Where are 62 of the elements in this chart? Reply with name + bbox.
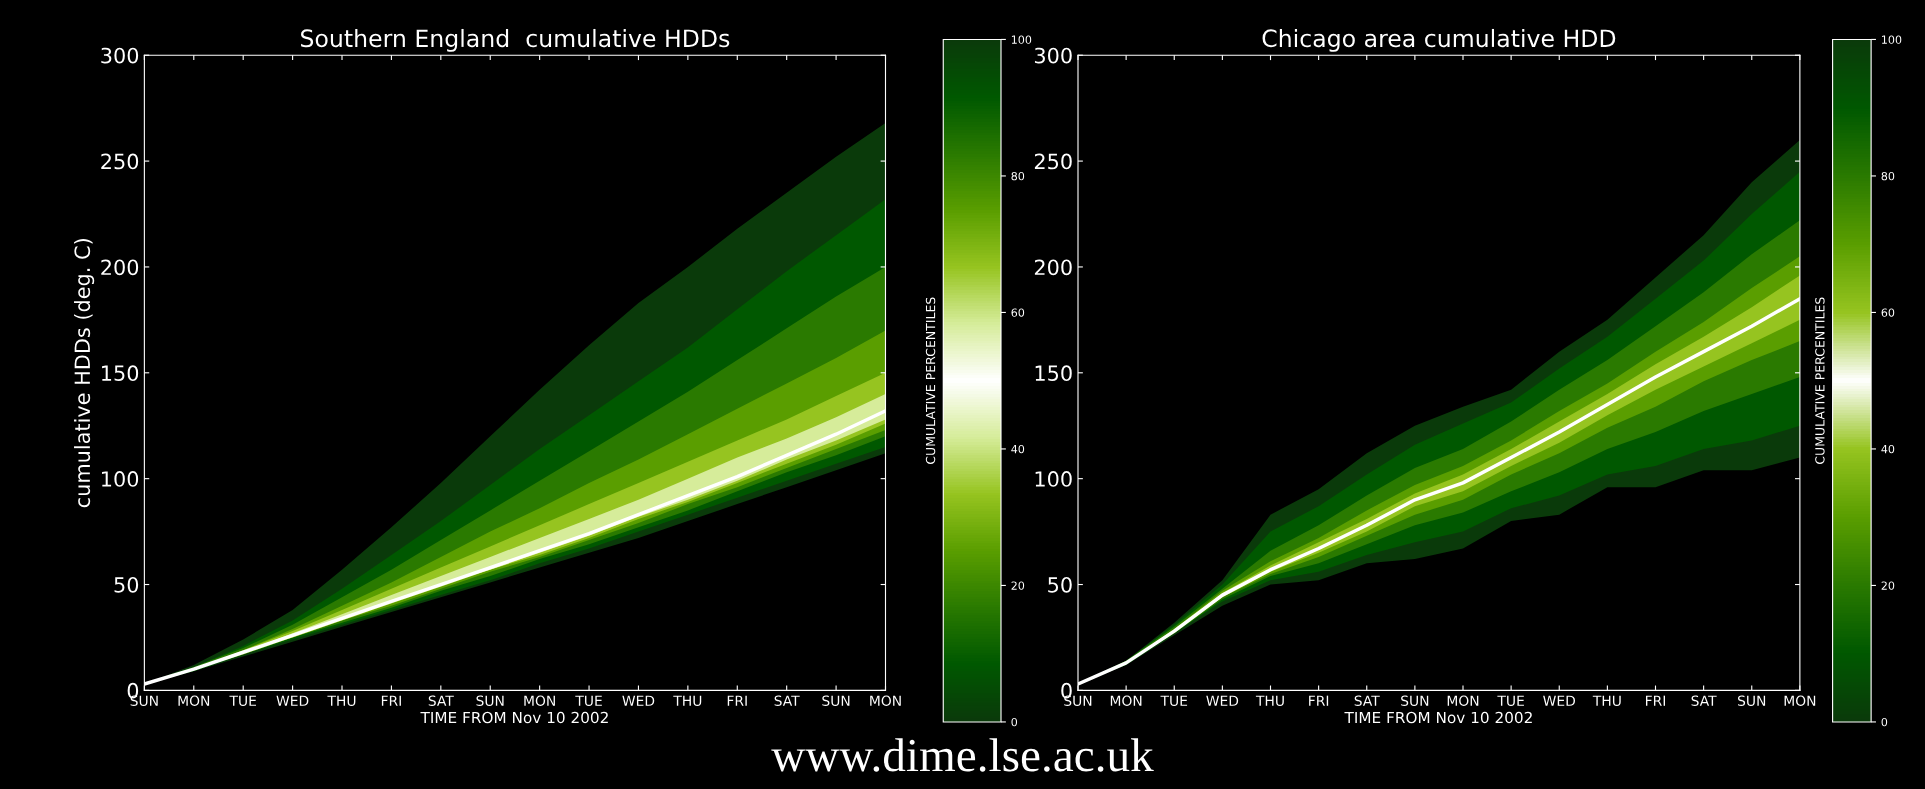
x-tick-label: WED: [622, 695, 655, 706]
chart-title: Southern England cumulative HDDs: [301, 28, 730, 52]
y-tick-label: 200: [101, 259, 139, 276]
color-bar-label: 60: [1011, 308, 1025, 317]
x-tick-label: TUE: [229, 695, 257, 706]
y-tick-label: 300: [101, 47, 139, 64]
y-tick-label: 200: [1034, 259, 1072, 276]
x-tick-label: SAT: [774, 695, 800, 706]
color-bar-title: CUMULATIVE PERCENTILES: [1815, 297, 1825, 464]
x-tick-label: THU: [1255, 695, 1284, 706]
x-tick-label: TUE: [575, 695, 602, 706]
x-tick-label: FRI: [1645, 695, 1665, 706]
x-tick-label: THU: [673, 695, 702, 706]
y-tick-label: 50: [1048, 576, 1072, 593]
y-tick-label: 150: [102, 365, 139, 382]
x-tick-label: SUN: [1401, 695, 1429, 706]
color-bar-label: 80: [1881, 171, 1895, 181]
color-bar-label: 20: [1011, 581, 1025, 590]
y-axis-title: cumulative HDDs (deg. C): [74, 239, 95, 508]
x-tick-label: FRI: [1309, 695, 1329, 706]
y-tick-label: 250: [1034, 153, 1072, 170]
x-tick-label: FRI: [727, 695, 747, 706]
x-tick-label: MON: [178, 695, 210, 706]
y-tick-label: 50: [114, 576, 139, 593]
x-tick-label: THU: [327, 695, 356, 706]
x-tick-label: WED: [1206, 695, 1239, 706]
x-tick-label: SUN: [822, 695, 850, 706]
text: www.dime.lse.ac.uk: [771, 738, 1154, 772]
color-bar-label: 60: [1881, 308, 1895, 317]
color-bar-label: 0: [1011, 717, 1018, 727]
x-tick-label: TUE: [1160, 695, 1188, 706]
x-tick-label: MON: [1110, 695, 1142, 706]
x-tick-label: MON: [1784, 695, 1816, 706]
y-tick-label: 150: [1035, 365, 1072, 382]
color-bar-label: 80: [1011, 171, 1025, 181]
y-tick-label: 300: [1034, 47, 1072, 64]
x-tick-label: SUN: [1737, 695, 1766, 706]
y-tick-label: 100: [1035, 471, 1072, 487]
color-bar-title: CUMULATIVE PERCENTILES: [925, 297, 936, 464]
x-tick-label: THU: [1592, 695, 1621, 706]
x-tick-label: SAT: [428, 695, 454, 706]
chart-title: Chicago area cumulative HDD: [1262, 28, 1616, 52]
x-tick-label: SAT: [1691, 695, 1717, 706]
x-tick-label: FRI: [381, 695, 401, 706]
y-tick-label: 100: [102, 471, 139, 487]
x-tick-label: WED: [1543, 695, 1576, 706]
x-axis-title: TIME FROM Nov 10 2002: [420, 711, 608, 724]
x-tick-label: MON: [870, 695, 901, 706]
x-tick-label: SAT: [1354, 695, 1380, 706]
color-bar-label: 0: [1881, 717, 1888, 727]
y-tick-label: 250: [101, 153, 139, 170]
color-bar-label: 40: [1011, 444, 1025, 454]
x-tick-label: SUN: [476, 695, 504, 706]
color-bar-label: 100: [1882, 35, 1902, 44]
x-tick-label: MON: [1447, 695, 1479, 706]
color-bar-label: 100: [1011, 35, 1032, 44]
x-tick-label: TUE: [1497, 695, 1524, 706]
color-bar-label: 40: [1881, 444, 1895, 454]
x-axis-title: TIME FROM Nov 10 2002: [1344, 711, 1532, 724]
x-tick-label: MON: [524, 695, 555, 706]
x-tick-label: WED: [276, 695, 309, 706]
color-bar-label: 20: [1881, 581, 1895, 590]
